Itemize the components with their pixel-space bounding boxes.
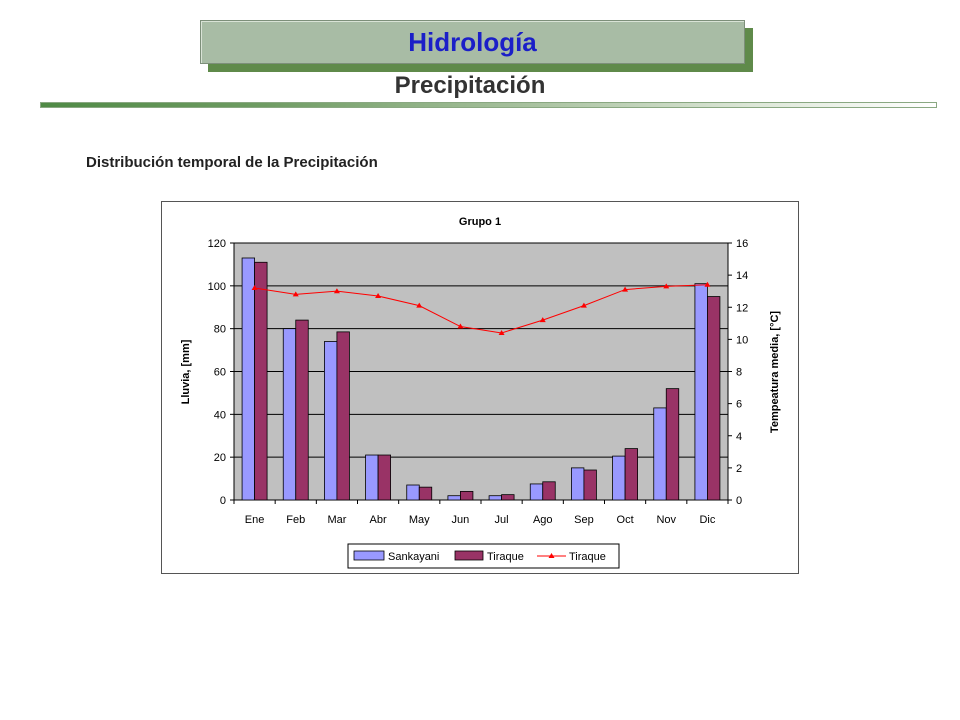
grid-lines xyxy=(234,242,728,458)
bar-sankayani xyxy=(406,484,420,501)
line-point-tiraque xyxy=(416,302,423,308)
y2-tick-label: 6 xyxy=(736,399,742,411)
x-tick-label: May xyxy=(409,514,430,526)
y-tick-label: 120 xyxy=(208,238,226,250)
y2-tick-label: 12 xyxy=(736,302,748,314)
bar-sankayani xyxy=(488,495,502,501)
x-tick-label: Ago xyxy=(533,514,553,526)
x-tick-label: Mar xyxy=(327,514,346,526)
chart-svg: Grupo 1 0 20 40 60 80 100 120 0 2 4 6 8 10 12 14 16 Ene F… xyxy=(180,216,781,569)
bar-tiraque xyxy=(254,261,268,501)
x-tick-label: Jun xyxy=(452,514,470,526)
line-series xyxy=(251,281,711,335)
line-point-tiraque xyxy=(375,293,382,299)
title-banner: Hidrología xyxy=(200,20,745,64)
y-tick-label: 60 xyxy=(214,367,226,379)
chart-legend: Sankayani Tiraque Tiraque xyxy=(347,543,620,569)
legend-label-tiraque-line: Tiraque xyxy=(569,551,606,563)
bar-tiraque xyxy=(460,491,474,501)
x-tick-label: Sep xyxy=(574,514,594,526)
line-point-tiraque xyxy=(498,329,505,335)
line-tiraque xyxy=(254,284,708,334)
section-heading: Distribución temporal de la Precipitació… xyxy=(86,154,378,171)
bar-tiraque xyxy=(418,486,433,501)
bar-sankayani xyxy=(653,407,667,501)
axes: 0 20 40 60 80 100 120 0 2 4 6 8 10 12 14 16 Ene Feb Mar Abr… xyxy=(208,238,749,526)
line-point-tiraque xyxy=(622,286,629,292)
bar-tiraque xyxy=(707,296,721,501)
y2-tick-label: 2 xyxy=(736,463,742,475)
y2-tick-label: 4 xyxy=(736,431,742,443)
legend-swatch-tiraque-bar xyxy=(454,550,484,561)
y2-tick-label: 0 xyxy=(736,495,742,507)
page-subtitle: Precipitación xyxy=(394,72,546,99)
legend-label-tiraque-bar: Tiraque xyxy=(487,551,524,563)
bar-series xyxy=(241,257,721,501)
y-tick-label: 80 xyxy=(214,324,226,336)
page-title: Hidrología xyxy=(408,26,537,57)
line-point-tiraque xyxy=(663,283,670,289)
bar-tiraque xyxy=(377,454,391,501)
line-point-tiraque xyxy=(333,288,340,294)
bar-tiraque xyxy=(583,469,597,501)
line-point-tiraque xyxy=(580,302,587,308)
y2-tick-label: 8 xyxy=(736,367,742,379)
y-tick-label: 100 xyxy=(208,281,226,293)
y-tick-label: 40 xyxy=(214,409,226,421)
x-tick-label: Feb xyxy=(286,514,305,526)
y-tick-label: 0 xyxy=(220,495,226,507)
y2-tick-label: 16 xyxy=(736,238,748,250)
legend-marker-tiraque-line xyxy=(548,553,555,558)
bar-tiraque xyxy=(501,494,515,501)
legend-label-sankayani: Sankayani xyxy=(388,551,439,563)
bar-tiraque xyxy=(624,448,638,501)
line-point-tiraque xyxy=(539,317,546,323)
bar-sankayani xyxy=(241,257,255,501)
chart-title: Grupo 1 xyxy=(459,216,501,228)
bar-tiraque xyxy=(665,388,680,501)
line-point-tiraque xyxy=(251,284,258,290)
x-tick-label: Nov xyxy=(656,514,676,526)
bar-sankayani xyxy=(571,467,585,501)
y2-tick-label: 14 xyxy=(736,270,748,282)
legend-swatch-sankayani xyxy=(353,550,385,561)
bar-sankayani xyxy=(282,328,297,501)
bar-sankayani xyxy=(612,455,626,501)
x-tick-label: Oct xyxy=(617,514,634,526)
bar-sankayani xyxy=(447,495,461,501)
line-point-tiraque xyxy=(457,323,464,329)
x-tick-label: Dic xyxy=(699,514,715,526)
y-tick-label: 20 xyxy=(214,452,226,464)
y2-tick-label: 10 xyxy=(736,334,748,346)
bar-tiraque xyxy=(295,319,309,501)
bar-sankayani xyxy=(694,283,708,501)
x-tick-label: Jul xyxy=(495,514,509,526)
bar-sankayani xyxy=(529,483,544,501)
header-divider xyxy=(40,102,937,108)
bar-sankayani xyxy=(324,341,338,501)
legend-box xyxy=(347,543,620,569)
bar-tiraque xyxy=(542,481,556,501)
line-point-tiraque xyxy=(704,281,711,287)
chart-container: Grupo 1 0 20 40 60 80 100 120 0 2 4 6 8 10 12 14 16 Ene F… xyxy=(161,201,799,574)
x-tick-label: Ene xyxy=(245,514,265,526)
bar-tiraque xyxy=(336,331,350,501)
line-point-tiraque xyxy=(292,291,299,297)
bar-sankayani xyxy=(365,454,379,501)
y2-axis-label: Tempeatura media, [°C] xyxy=(769,311,781,434)
x-tick-label: Abr xyxy=(370,514,387,526)
y-axis-label: Lluvia, [mm] xyxy=(180,339,192,404)
